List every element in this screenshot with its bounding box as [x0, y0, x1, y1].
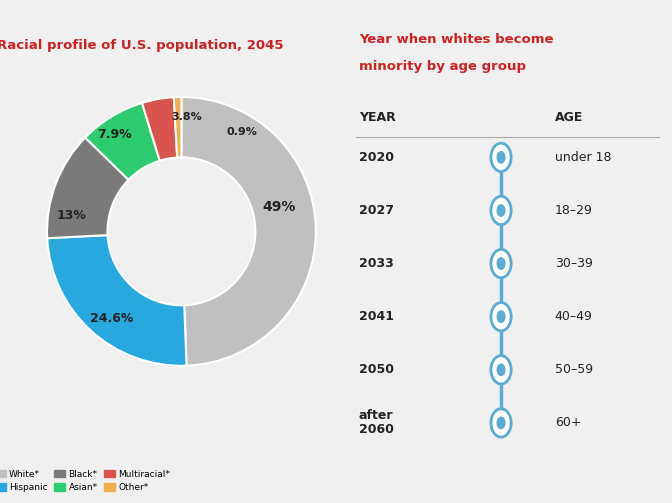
Circle shape: [491, 409, 511, 437]
Text: Year when whites become: Year when whites become: [359, 33, 554, 46]
Wedge shape: [142, 97, 177, 161]
Circle shape: [491, 356, 511, 384]
Text: 60+: 60+: [554, 416, 581, 430]
Wedge shape: [181, 97, 316, 366]
Text: 3.8%: 3.8%: [171, 112, 202, 122]
Circle shape: [497, 257, 505, 270]
Text: 2033: 2033: [359, 257, 394, 270]
Wedge shape: [47, 137, 128, 238]
Text: 49%: 49%: [263, 200, 296, 214]
Text: minority by age group: minority by age group: [359, 60, 526, 73]
Text: YEAR: YEAR: [359, 111, 396, 124]
Text: 2027: 2027: [359, 204, 394, 217]
Circle shape: [491, 249, 511, 278]
Wedge shape: [85, 103, 160, 180]
Wedge shape: [47, 235, 187, 366]
Text: 24.6%: 24.6%: [90, 312, 133, 325]
Circle shape: [497, 204, 505, 217]
Text: 0.9%: 0.9%: [226, 127, 257, 137]
Text: 40–49: 40–49: [554, 310, 593, 323]
Text: Racial profile of U.S. population, 2045: Racial profile of U.S. population, 2045: [0, 40, 283, 52]
Text: 2041: 2041: [359, 310, 394, 323]
Text: AGE: AGE: [554, 111, 583, 124]
Text: 30–39: 30–39: [554, 257, 593, 270]
Wedge shape: [174, 97, 181, 157]
Circle shape: [491, 196, 511, 225]
Text: 2050: 2050: [359, 363, 394, 376]
Legend: White*, Hispanic, Black*, Asian*, Multiracial*, Other*: White*, Hispanic, Black*, Asian*, Multir…: [0, 466, 174, 495]
Text: after
2060: after 2060: [359, 409, 394, 437]
Circle shape: [491, 143, 511, 172]
Text: 2020: 2020: [359, 151, 394, 164]
Circle shape: [491, 302, 511, 331]
Text: under 18: under 18: [554, 151, 612, 164]
Text: 50–59: 50–59: [554, 363, 593, 376]
Circle shape: [497, 151, 505, 163]
Text: 7.9%: 7.9%: [97, 128, 132, 141]
Circle shape: [497, 310, 505, 323]
Text: 13%: 13%: [56, 209, 86, 222]
Text: 18–29: 18–29: [554, 204, 593, 217]
Circle shape: [497, 364, 505, 376]
Circle shape: [497, 416, 505, 429]
